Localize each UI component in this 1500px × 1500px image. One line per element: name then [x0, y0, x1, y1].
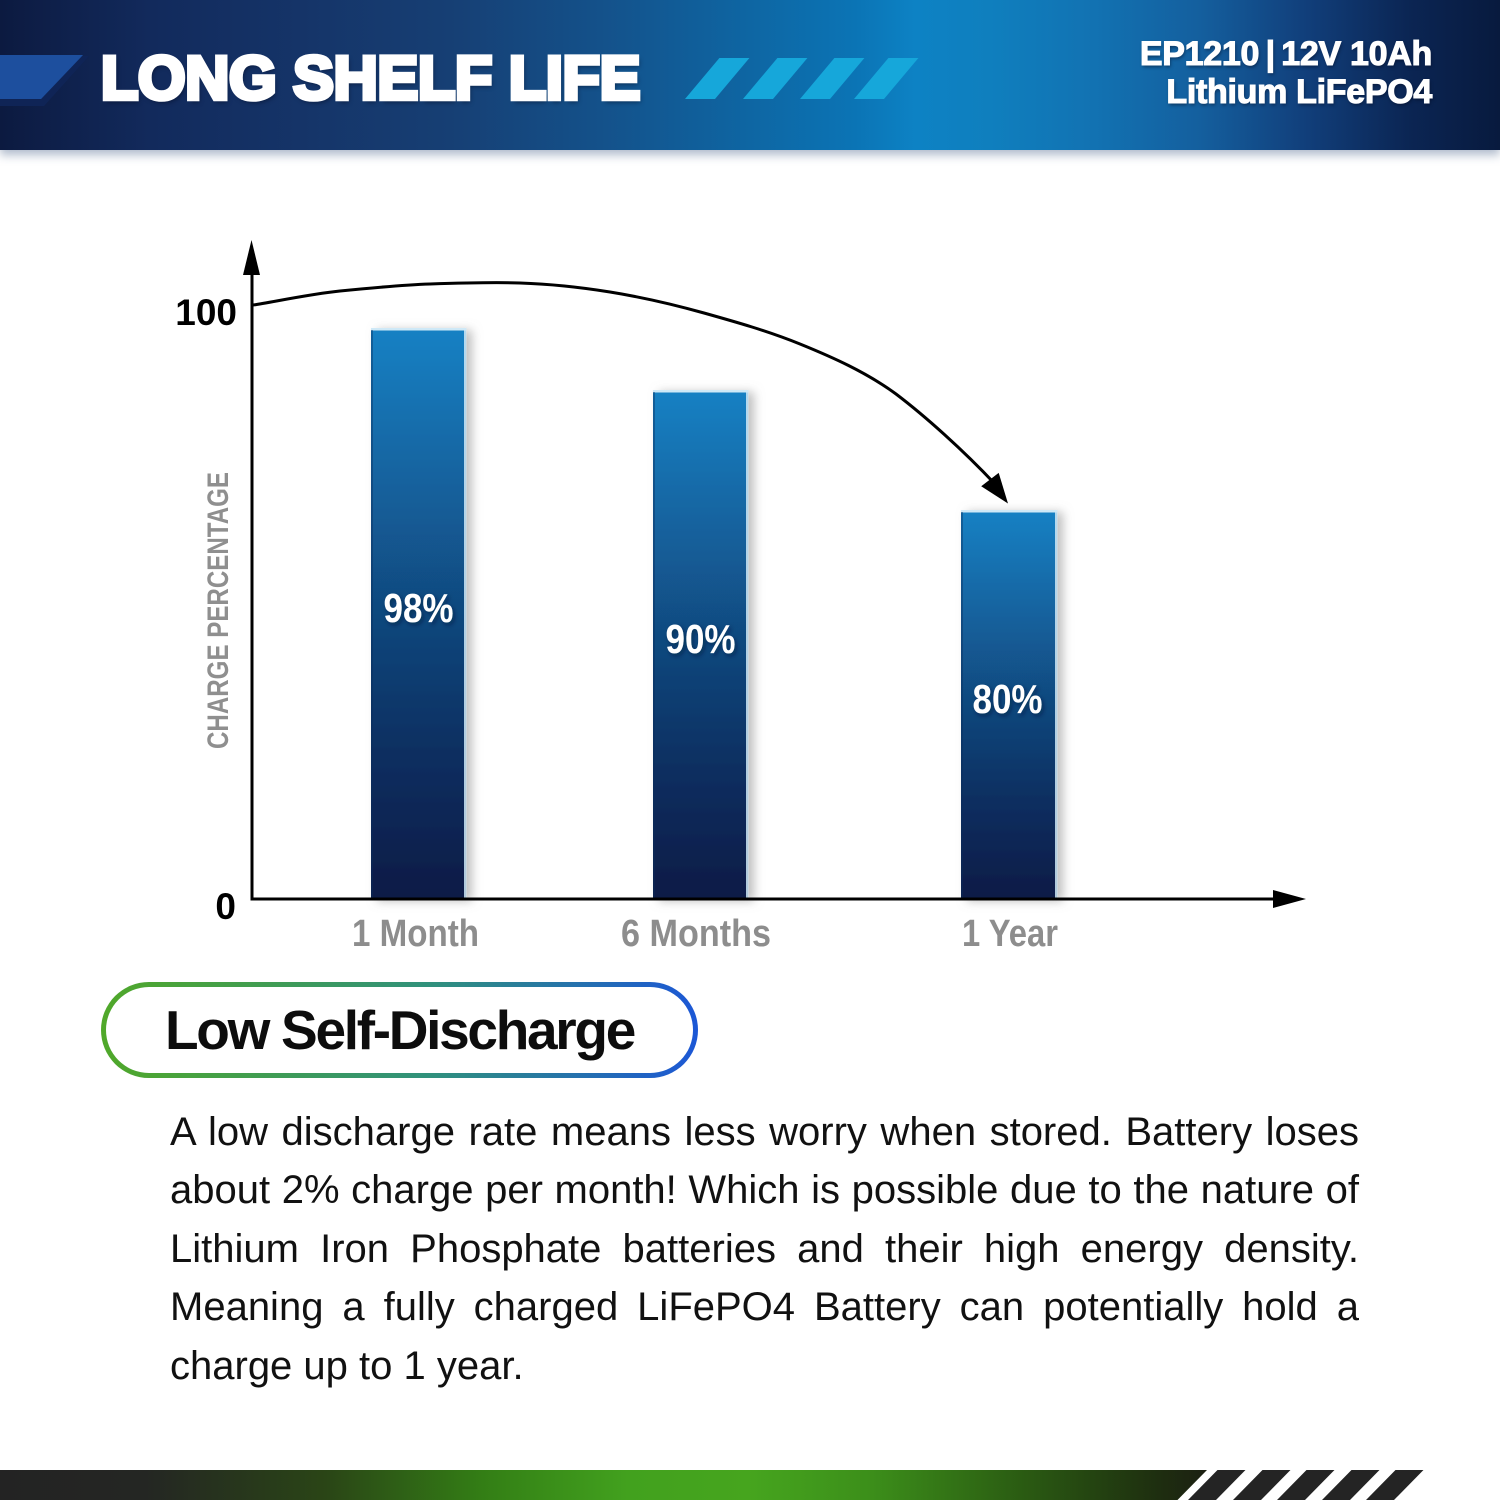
- svg-text:6 Months: 6 Months: [621, 913, 771, 955]
- svg-text:1 Month: 1 Month: [352, 913, 479, 955]
- svg-text:100: 100: [175, 292, 237, 333]
- svg-text:1 Year: 1 Year: [962, 913, 1058, 955]
- svg-text:0: 0: [215, 886, 236, 927]
- svg-text:90%: 90%: [666, 616, 736, 662]
- svg-text:80%: 80%: [973, 676, 1043, 722]
- svg-text:98%: 98%: [384, 585, 454, 631]
- svg-text:CHARGE PERCENTAGE: CHARGE PERCENTAGE: [202, 472, 235, 749]
